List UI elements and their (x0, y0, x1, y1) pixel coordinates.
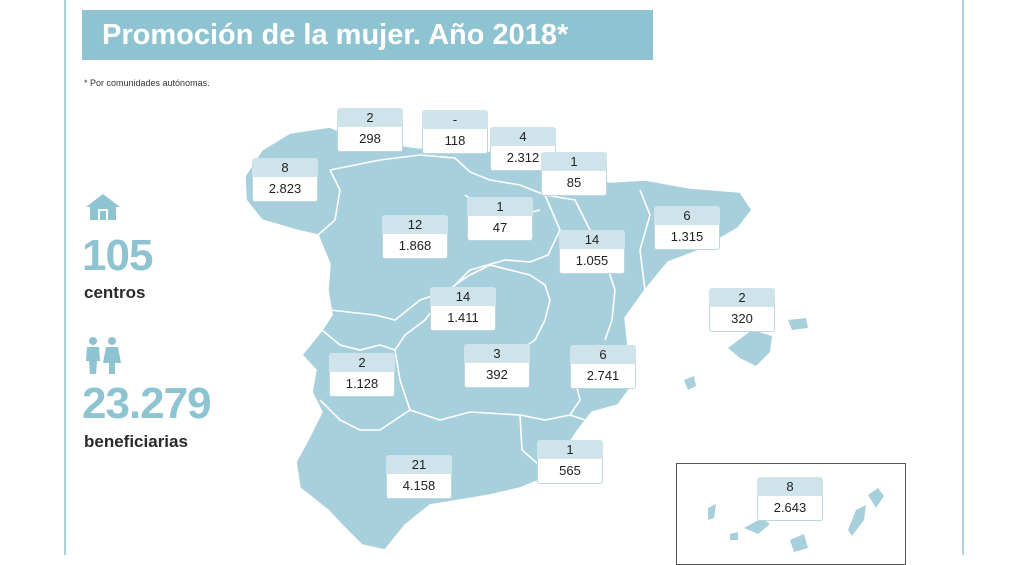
beneficiaries-count: 4.158 (386, 474, 452, 499)
centers-count: 14 (559, 230, 625, 249)
centers-count: 1 (537, 440, 603, 459)
beneficiaries-count: 565 (537, 459, 603, 484)
region-box-navarra: 1 85 (541, 152, 607, 198)
beneficiaries-count: 1.411 (430, 306, 496, 331)
region-box-la-rioja: 1 47 (467, 197, 533, 243)
region-box-asturias: 2 298 (337, 108, 403, 154)
region-box-murcia: 1 565 (537, 440, 603, 486)
region-box-comunitat-valenciana: 6 2.741 (570, 345, 636, 391)
beneficiaries-label: beneficiarias (84, 432, 188, 451)
menorca-shape (788, 318, 808, 330)
region-box-cataluna: 6 1.315 (654, 206, 720, 252)
beneficiaries-count: 85 (541, 171, 607, 196)
centers-count: 8 (757, 477, 823, 496)
centers-count: - (422, 110, 488, 129)
region-box-galicia: 8 2.823 (252, 158, 318, 204)
region-box-castilla-y-leon: 12 1.868 (382, 215, 448, 261)
region-box-castilla-la-mancha: 3 392 (464, 344, 530, 390)
centers-count: 6 (570, 345, 636, 364)
centers-value: 105 (82, 231, 153, 280)
beneficiaries-count: 1.315 (654, 225, 720, 250)
fuerteventura-shape (848, 505, 866, 536)
beneficiaries-count: 320 (709, 307, 775, 332)
house-icon (86, 194, 120, 220)
centers-count: 6 (654, 206, 720, 225)
centers-count: 12 (382, 215, 448, 234)
beneficiaries-count: 2.643 (757, 496, 823, 521)
region-box-madrid: 14 1.411 (430, 287, 496, 333)
centers-count: 21 (386, 455, 452, 474)
la-palma-shape (708, 504, 716, 520)
beneficiaries-count: 298 (337, 127, 403, 152)
centers-count: 4 (490, 127, 556, 146)
centers-count: 14 (430, 287, 496, 306)
beneficiaries-value: 23.279 (82, 379, 212, 428)
beneficiaries-count: 47 (467, 216, 533, 241)
women-icon (86, 337, 121, 374)
beneficiaries-count: 118 (422, 129, 488, 154)
centers-label: centros (84, 283, 146, 302)
centers-count: 8 (252, 158, 318, 177)
centers-count: 2 (329, 353, 395, 372)
centers-count: 3 (464, 344, 530, 363)
gran-canaria-shape (790, 534, 808, 552)
region-box-baleares: 2 320 (709, 288, 775, 334)
beneficiaries-count: 1.868 (382, 234, 448, 259)
beneficiaries-count: 1.055 (559, 249, 625, 274)
region-box-aragon: 14 1.055 (559, 230, 625, 276)
page-title: Promoción de la mujer. Año 2018* (82, 10, 653, 60)
mallorca-shape (728, 330, 772, 366)
ibiza-shape (684, 376, 696, 390)
tenerife-shape (744, 518, 770, 534)
footnote: * Por comunidades autónomas. (84, 78, 210, 88)
left-frame-line (64, 0, 66, 555)
beneficiaries-count: 392 (464, 363, 530, 388)
beneficiaries-count: 2.823 (252, 177, 318, 202)
region-box-canarias: 8 2.643 (757, 477, 823, 523)
centers-count: 1 (467, 197, 533, 216)
centers-count: 1 (541, 152, 607, 171)
region-box-pais-vasco: 4 2.312 (490, 127, 556, 173)
centers-count: 2 (709, 288, 775, 307)
lanzarote-shape (868, 488, 884, 508)
beneficiaries-count: 1.128 (329, 372, 395, 397)
right-frame-line (962, 0, 964, 555)
region-box-cantabria: - 118 (422, 110, 488, 156)
region-box-andalucia: 21 4.158 (386, 455, 452, 501)
centers-count: 2 (337, 108, 403, 127)
beneficiaries-count: 2.741 (570, 364, 636, 389)
region-box-extremadura: 2 1.128 (329, 353, 395, 399)
gomera-shape (730, 532, 738, 540)
